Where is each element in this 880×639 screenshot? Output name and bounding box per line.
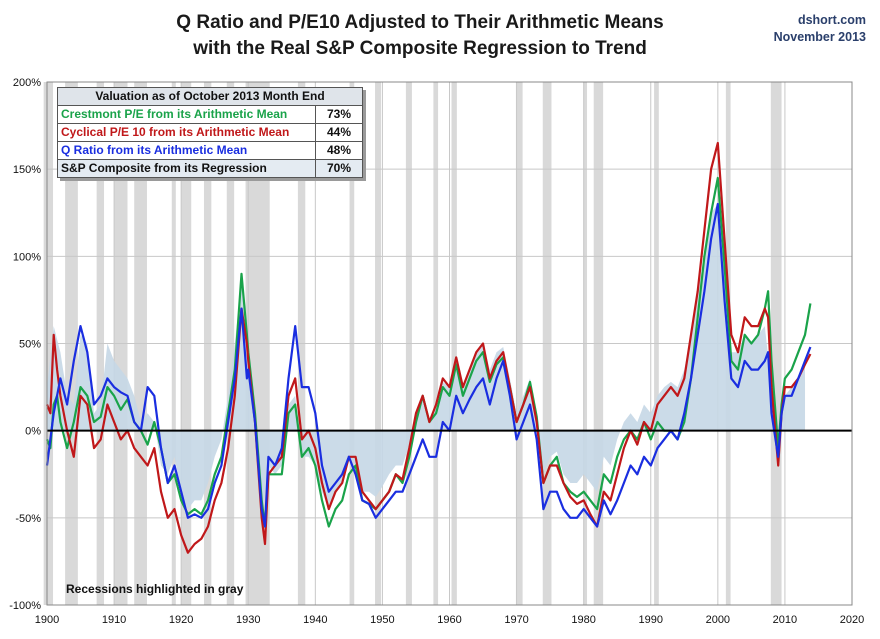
x-tick-label: 1980 xyxy=(571,614,595,626)
x-tick-label: 2010 xyxy=(773,614,797,626)
x-tick-label: 2020 xyxy=(840,614,864,626)
y-tick-label: 0% xyxy=(25,426,41,438)
x-tick-label: 1940 xyxy=(303,614,327,626)
valuation-table-header-row: Valuation as of October 2013 Month End xyxy=(57,87,363,106)
y-tick-label: -100% xyxy=(9,600,41,612)
source-date: November 2013 xyxy=(773,30,866,44)
x-tick-label: 1930 xyxy=(236,614,260,626)
x-tick-label: 1950 xyxy=(370,614,394,626)
y-tick-label: 200% xyxy=(13,77,41,89)
valuation-row-qratio: Q Ratio from its Arithmetic Mean 48% xyxy=(57,141,363,160)
valuation-label-pe10: Cyclical P/E 10 from its Arithmetic Mean xyxy=(57,123,316,142)
source-block: dshort.com November 2013 xyxy=(774,12,866,46)
series-area-sp-composite xyxy=(47,204,806,518)
x-tick-label: 1920 xyxy=(169,614,193,626)
y-tick-label: 50% xyxy=(19,339,41,351)
valuation-value-crestmont: 73% xyxy=(315,105,363,124)
x-tick-label: 2000 xyxy=(706,614,730,626)
valuation-row-pe10: Cyclical P/E 10 from its Arithmetic Mean… xyxy=(57,123,363,142)
x-tick-label: 1900 xyxy=(35,614,59,626)
x-tick-label: 1910 xyxy=(102,614,126,626)
valuation-value-qratio: 48% xyxy=(315,141,363,160)
series-line-qratio xyxy=(45,202,812,528)
x-tick-label: 1960 xyxy=(437,614,461,626)
valuation-value-pe10: 44% xyxy=(315,123,363,142)
x-tick-label: 1990 xyxy=(639,614,663,626)
valuation-row-crestmont: Crestmont P/E from its Arithmetic Mean 7… xyxy=(57,105,363,124)
source-name: dshort.com xyxy=(797,13,866,27)
valuation-value-sp-composite: 70% xyxy=(315,159,363,178)
recession-note: Recessions highlighted in gray xyxy=(66,582,244,596)
chart-title-line1: Q Ratio and P/E10 Adjusted to Their Arit… xyxy=(176,12,664,33)
valuation-row-sp-composite: S&P Composite from its Regression 70% xyxy=(57,159,363,178)
y-tick-label: 150% xyxy=(13,164,41,176)
y-tick-label: 100% xyxy=(13,251,41,263)
valuation-table: Valuation as of October 2013 Month End C… xyxy=(57,87,363,178)
x-tick-label: 1970 xyxy=(504,614,528,626)
series-line-pe10 xyxy=(45,141,812,554)
valuation-label-crestmont: Crestmont P/E from its Arithmetic Mean xyxy=(57,105,316,124)
chart-title-line2: with the Real S&P Composite Regression t… xyxy=(193,38,647,59)
valuation-label-sp-composite: S&P Composite from its Regression xyxy=(57,159,316,178)
valuation-table-title: Valuation as of October 2013 Month End xyxy=(57,87,363,106)
chart-title: Q Ratio and P/E10 Adjusted to Their Arit… xyxy=(130,10,710,62)
valuation-label-qratio: Q Ratio from its Arithmetic Mean xyxy=(57,141,316,160)
y-tick-label: -50% xyxy=(15,513,41,525)
plot-frame xyxy=(46,81,853,606)
